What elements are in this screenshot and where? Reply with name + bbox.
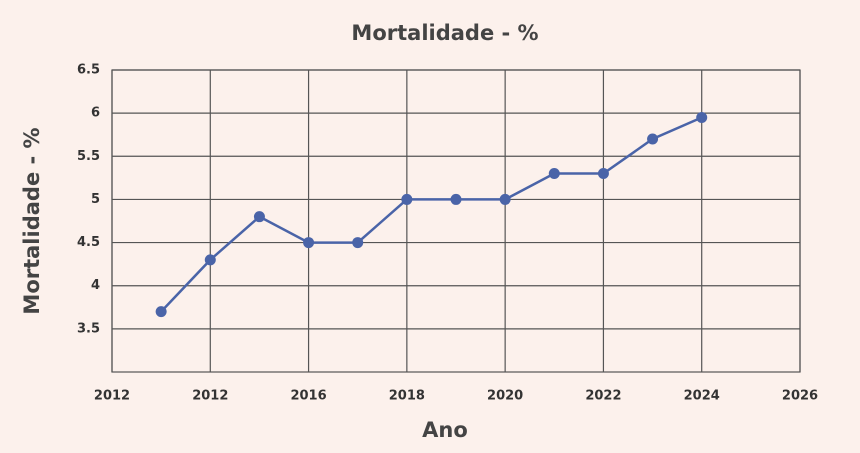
y-tick-label: 4	[91, 278, 100, 293]
data-point	[499, 193, 511, 205]
data-point	[450, 193, 462, 205]
data-point	[352, 237, 364, 249]
y-tick-label: 6.5	[77, 63, 100, 78]
x-tick-label: 2018	[389, 389, 425, 404]
data-point	[597, 168, 609, 180]
x-tick-label: 2020	[487, 389, 523, 404]
x-tick-label: 2016	[290, 389, 326, 404]
x-tick-label: 2022	[585, 389, 621, 404]
data-point	[303, 237, 315, 249]
data-point	[155, 306, 167, 318]
data-point	[401, 193, 413, 205]
series-line	[160, 116, 703, 313]
y-tick-label: 5	[91, 192, 100, 207]
x-tick-label: 2012	[192, 389, 228, 404]
y-tick-label: 5.5	[77, 149, 100, 164]
x-axis-label: Ano	[422, 418, 468, 442]
data-point	[204, 254, 216, 266]
data-point	[253, 211, 265, 223]
y-tick-label: 3.5	[77, 321, 100, 336]
y-tick-label: 4.5	[77, 235, 100, 250]
data-point	[647, 133, 659, 145]
x-tick-label: 2024	[684, 389, 720, 404]
chart-title: Mortalidade - %	[351, 21, 538, 45]
y-tick-label: 6	[91, 106, 100, 121]
y-axis-label: Mortalidade - %	[20, 127, 44, 314]
x-tick-label: 2012	[94, 389, 130, 404]
data-point	[548, 168, 560, 180]
data-point	[696, 111, 708, 123]
x-tick-label: 2026	[782, 389, 818, 404]
